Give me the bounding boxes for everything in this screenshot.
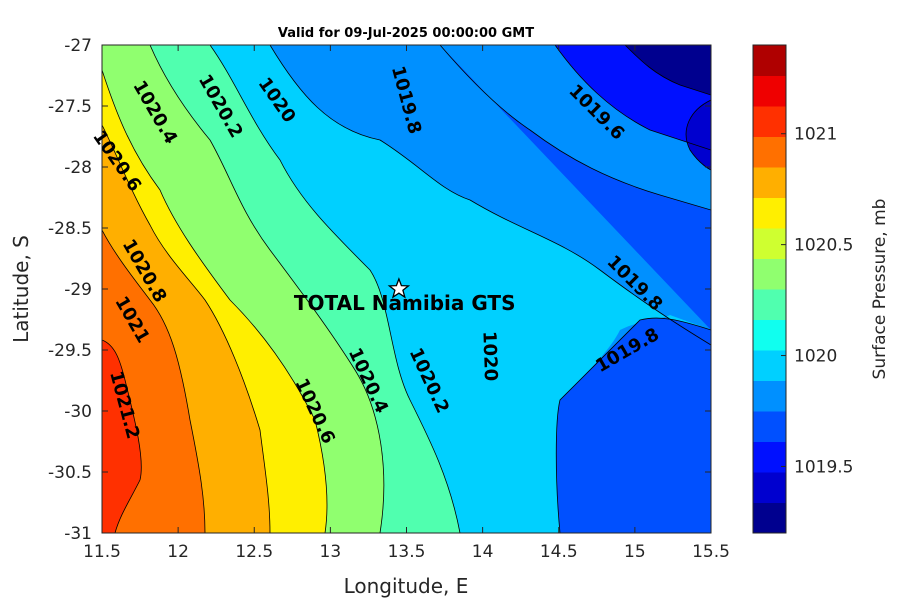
band-1019-3-right xyxy=(686,100,711,170)
x-axis-ticks: 11.5 12 12.5 13 13.5 14 14.5 15 15.5 xyxy=(83,45,730,562)
x-tick-label: 15.5 xyxy=(692,542,730,562)
colorbar-tick-label: 1020 xyxy=(794,347,837,367)
x-tick-label: 14 xyxy=(472,542,494,562)
colorbar-tick-label: 1021 xyxy=(794,125,837,145)
contour-line xyxy=(102,124,271,533)
colorbar-swatch xyxy=(753,136,786,168)
x-tick-label: 15 xyxy=(624,542,646,562)
colorbar-tick-label: 1019.5 xyxy=(794,457,853,477)
colorbar-swatch xyxy=(753,319,786,351)
contour-lines xyxy=(102,45,711,533)
contour-line xyxy=(555,317,711,533)
y-tick-label: -28.5 xyxy=(48,219,92,239)
contour-line xyxy=(624,45,711,96)
contour-line xyxy=(554,45,711,151)
colorbar-swatch xyxy=(753,106,786,137)
colorbar-swatch xyxy=(753,228,786,259)
contour-label: 1020 xyxy=(478,331,501,382)
y-axis-label: Latitude, S xyxy=(9,235,33,343)
contour-line xyxy=(102,229,206,533)
contour-line xyxy=(439,45,711,211)
x-tick-label: 12 xyxy=(167,542,189,562)
contour-line xyxy=(269,45,711,346)
colorbar-swatch xyxy=(753,167,786,198)
x-tick-label: 14.5 xyxy=(540,542,578,562)
y-tick-label: -31 xyxy=(64,524,92,544)
colorbar-swatch xyxy=(753,502,786,534)
band-1021-1 xyxy=(102,340,142,533)
contour-line xyxy=(102,69,328,533)
x-tick-label: 13 xyxy=(320,542,342,562)
y-axis-ticks: -27 -27.5 -28 -28.5 -29 -29.5 -30 -30.5 -31 xyxy=(48,36,711,544)
contour-line xyxy=(149,45,385,533)
band-1019-3-region xyxy=(625,45,711,95)
colorbar-swatch xyxy=(753,441,786,473)
x-tick-label: 13.5 xyxy=(388,542,426,562)
site-marker: TOTAL Namibia GTS xyxy=(294,277,516,315)
contour-line xyxy=(209,45,461,533)
colorbar-swatch xyxy=(753,411,786,442)
y-tick-label: -27 xyxy=(64,36,92,56)
colorbar-swatch xyxy=(753,197,786,229)
y-tick-label: -28 xyxy=(64,158,92,178)
colorbar-swatch xyxy=(753,45,786,76)
site-label: TOTAL Namibia GTS xyxy=(294,291,516,315)
x-tick-label: 11.5 xyxy=(83,542,121,562)
star-icon xyxy=(387,277,411,299)
colorbar: 1019.5 1020 1020.5 1021 xyxy=(752,44,853,534)
colorbar-swatch xyxy=(753,75,786,107)
y-tick-label: -30 xyxy=(64,402,92,422)
x-tick-label: 12.5 xyxy=(235,542,273,562)
y-tick-label: -29.5 xyxy=(48,341,92,361)
colorbar-swatch xyxy=(753,289,786,320)
colorbar-swatch xyxy=(753,258,786,290)
colorbar-frame xyxy=(752,44,787,534)
y-tick-label: -29 xyxy=(64,280,92,300)
contour-line xyxy=(685,99,711,171)
band-1019-7-region xyxy=(440,45,711,533)
y-tick-label: -27.5 xyxy=(48,97,92,117)
colorbar-swatch xyxy=(753,472,786,503)
colorbar-tick-label: 1020.5 xyxy=(794,236,853,256)
contour-line xyxy=(102,339,142,533)
chart-title: Valid for 09-Jul-2025 00:00:00 GMT xyxy=(278,26,534,41)
y-tick-label: -30.5 xyxy=(48,463,92,483)
colorbar-swatch xyxy=(753,350,786,381)
colorbar-swatch xyxy=(753,380,786,412)
x-axis-label: Longitude, E xyxy=(344,574,469,598)
contour-fills xyxy=(102,45,711,533)
colorbar-label: Surface Pressure, mb xyxy=(870,199,890,380)
